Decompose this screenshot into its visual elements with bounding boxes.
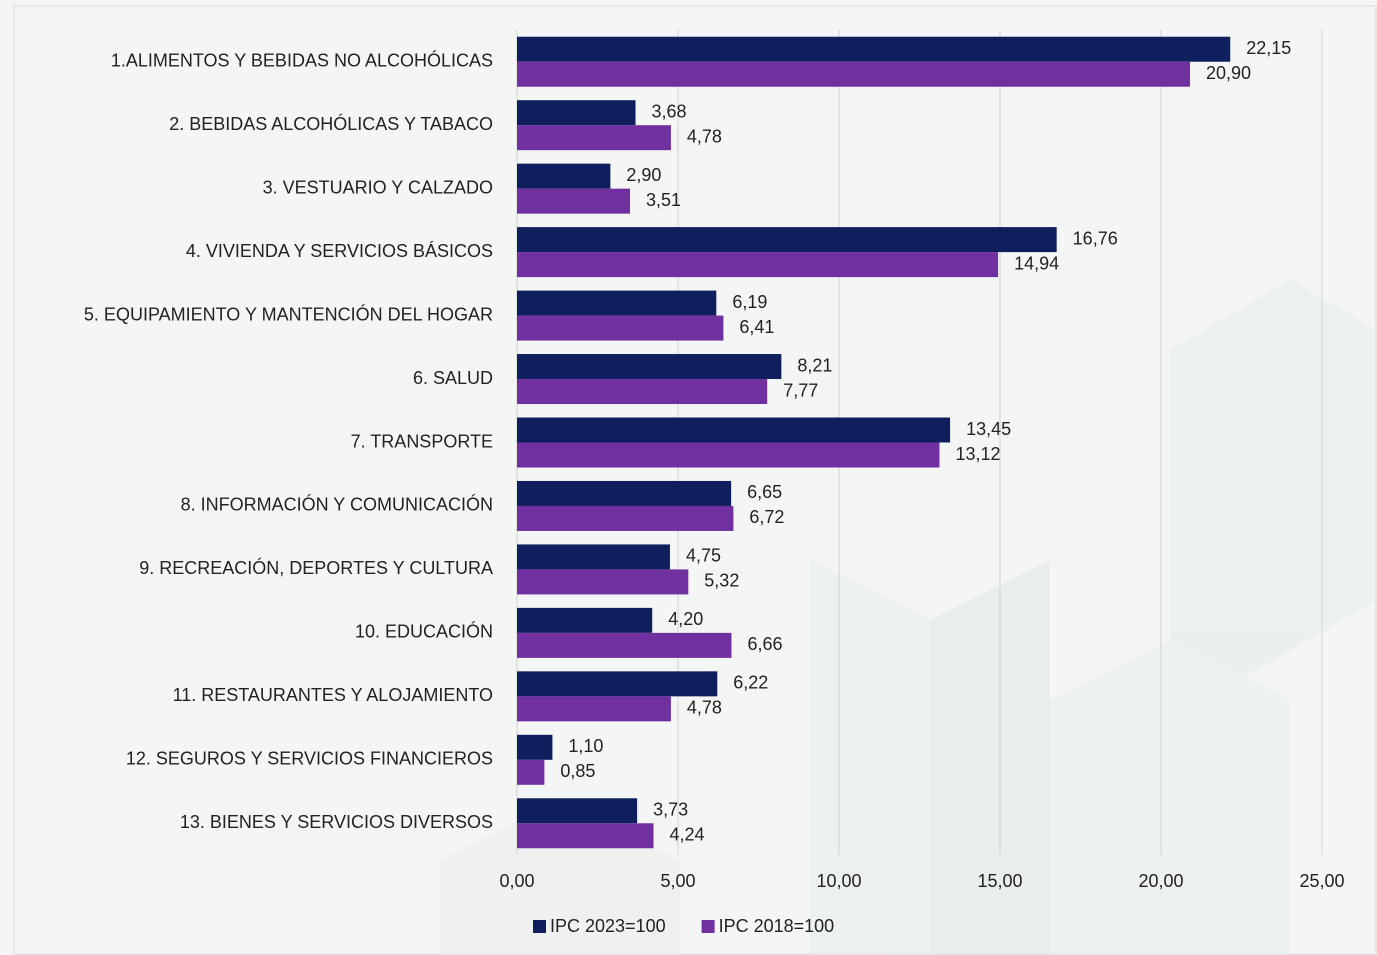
bar	[517, 100, 636, 126]
data-label: 3,68	[651, 101, 686, 121]
x-tick-label: 25,00	[1299, 871, 1344, 891]
bar	[517, 61, 1190, 87]
bar	[517, 315, 724, 341]
data-label: 20,90	[1206, 63, 1251, 83]
bar	[517, 671, 718, 697]
y-tick-label: 9. RECREACIÓN, DEPORTES Y CULTURA	[139, 557, 493, 578]
bar	[517, 379, 768, 405]
legend-label: IPC 2023=100	[550, 916, 666, 936]
x-tick-label: 10,00	[816, 871, 861, 891]
data-label: 16,76	[1073, 228, 1118, 248]
bar	[517, 544, 670, 570]
data-label: 2,90	[626, 165, 661, 185]
bar	[517, 442, 940, 468]
data-label: 6,72	[749, 507, 784, 527]
data-label: 22,15	[1246, 38, 1291, 58]
bar	[517, 734, 553, 760]
bar	[517, 188, 631, 214]
y-tick-label: 8. INFORMACIÓN Y COMUNICACIÓN	[181, 494, 493, 515]
data-label: 6,19	[732, 292, 767, 312]
y-tick-label: 7. TRANSPORTE	[351, 431, 493, 451]
data-label: 8,21	[797, 355, 832, 375]
data-label: 6,66	[747, 634, 782, 654]
x-tick-label: 0,00	[499, 871, 534, 891]
y-tick-label: 10. EDUCACIÓN	[355, 621, 493, 642]
data-label: 4,24	[670, 825, 705, 845]
decoration	[440, 280, 1377, 955]
x-tick-label: 15,00	[977, 871, 1022, 891]
data-label: 5,32	[704, 571, 739, 591]
bar	[517, 569, 689, 595]
data-label: 0,85	[560, 761, 595, 781]
y-tick-label: 12. SEGUROS Y SERVICIOS FINANCIEROS	[126, 749, 493, 769]
y-tick-label: 11. RESTAURANTES Y ALOJAMIENTO	[173, 685, 493, 705]
data-label: 4,78	[687, 126, 722, 146]
bar	[517, 607, 653, 633]
y-tick-label: 13. BIENES Y SERVICIOS DIVERSOS	[180, 812, 493, 832]
legend-swatch	[701, 920, 715, 933]
data-label: 6,65	[747, 482, 782, 502]
bar	[517, 290, 717, 316]
bar	[517, 354, 782, 380]
y-tick-label: 2. BEBIDAS ALCOHÓLICAS Y TABACO	[169, 113, 493, 134]
bar	[517, 798, 638, 824]
y-tick-label: 4. VIVIENDA Y SERVICIOS BÁSICOS	[186, 241, 493, 261]
data-label: 14,94	[1014, 253, 1059, 273]
data-label: 7,77	[783, 380, 818, 400]
y-tick-label: 5. EQUIPAMIENTO Y MANTENCIÓN DEL HOGAR	[84, 303, 493, 324]
y-tick-label: 1.ALIMENTOS Y BEBIDAS NO ALCOHÓLICAS	[111, 49, 493, 70]
x-tick-label: 20,00	[1138, 871, 1183, 891]
bar	[517, 252, 999, 278]
data-label: 3,73	[653, 800, 688, 820]
y-tick-label: 3. VESTUARIO Y CALZADO	[263, 177, 493, 197]
data-label: 6,41	[739, 317, 774, 337]
bar	[517, 36, 1231, 62]
bar	[517, 417, 951, 443]
legend-label: IPC 2018=100	[719, 916, 835, 936]
data-label: 1,10	[568, 736, 603, 756]
data-label: 6,22	[733, 673, 768, 693]
bar	[517, 163, 611, 189]
bar	[517, 632, 732, 658]
bar	[517, 505, 734, 531]
bar	[517, 480, 732, 506]
bar	[517, 759, 545, 785]
bar	[517, 227, 1057, 253]
y-tick-label: 6. SALUD	[413, 368, 493, 388]
x-tick-label: 5,00	[660, 871, 695, 891]
data-label: 4,78	[687, 698, 722, 718]
data-label: 4,75	[686, 546, 721, 566]
data-label: 4,20	[668, 609, 703, 629]
bar	[517, 696, 671, 722]
legend-swatch	[533, 920, 546, 933]
data-label: 13,45	[966, 419, 1011, 439]
bar	[517, 823, 654, 849]
data-label: 3,51	[646, 190, 681, 210]
data-label: 13,12	[955, 444, 1000, 464]
bar	[517, 125, 671, 151]
